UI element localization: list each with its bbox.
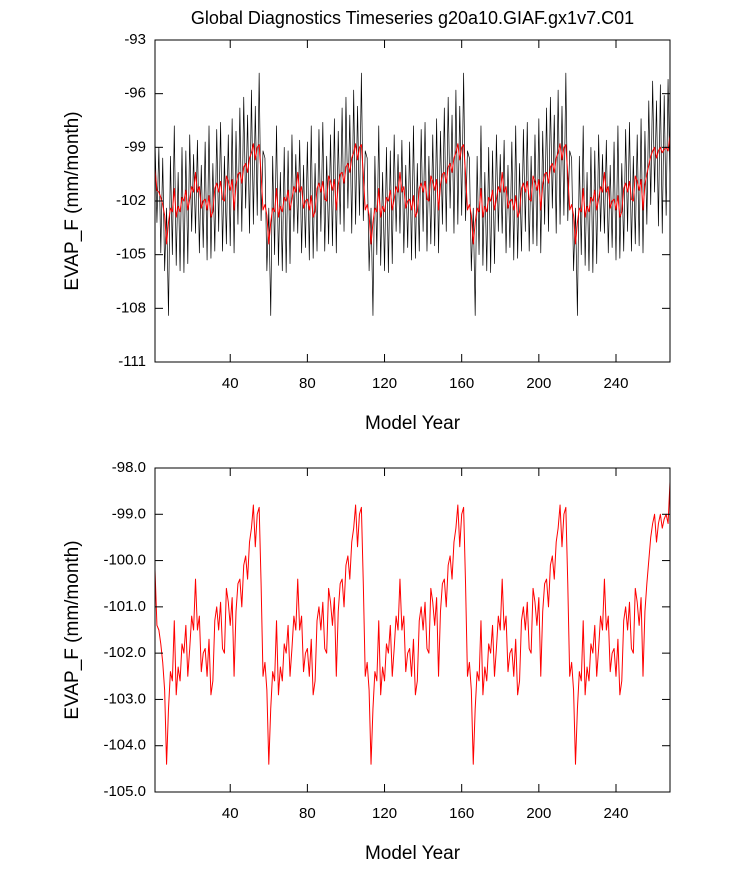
x-tick-label: 160 <box>449 375 474 392</box>
y-tick-label: -93 <box>124 31 146 48</box>
x-axis-label: Model Year <box>365 413 461 434</box>
y-tick-label: -105 <box>116 246 146 263</box>
x-tick-label: 80 <box>299 375 316 392</box>
y-tick-label: -105.0 <box>103 783 146 800</box>
chart-title: Global Diagnostics Timeseries g20a10.GIA… <box>191 8 634 28</box>
y-tick-label: -108 <box>116 299 146 316</box>
y-axis-label: EVAP_F (mm/month) <box>62 111 83 290</box>
x-tick-label: 160 <box>449 805 474 822</box>
x-tick-label: 240 <box>603 375 628 392</box>
x-tick-label: 120 <box>372 805 397 822</box>
x-tick-label: 120 <box>372 375 397 392</box>
y-axis-label: EVAP_F (mm/month) <box>62 540 83 719</box>
y-tick-label: -104.0 <box>103 737 146 754</box>
data-line <box>154 481 671 765</box>
y-tick-label: -100.0 <box>103 552 146 569</box>
data-line <box>154 72 671 316</box>
y-tick-label: -102.0 <box>103 644 146 661</box>
y-tick-label: -99 <box>124 138 146 155</box>
x-tick-label: 200 <box>526 805 551 822</box>
y-tick-label: -111 <box>118 353 146 370</box>
x-tick-label: 200 <box>526 375 551 392</box>
x-tick-label: 40 <box>222 805 239 822</box>
y-tick-label: -99.0 <box>112 505 146 522</box>
x-axis-label: Model Year <box>365 843 461 864</box>
y-tick-label: -102 <box>116 192 146 209</box>
y-tick-label: -101.0 <box>103 598 146 615</box>
x-tick-label: 240 <box>603 805 628 822</box>
y-tick-label: -98.0 <box>112 459 146 476</box>
y-tick-label: -96 <box>124 85 146 102</box>
y-tick-label: -103.0 <box>103 690 146 707</box>
x-tick-label: 40 <box>222 375 239 392</box>
x-tick-label: 80 <box>299 805 316 822</box>
data-line <box>154 134 671 245</box>
plot-frame <box>154 467 671 793</box>
